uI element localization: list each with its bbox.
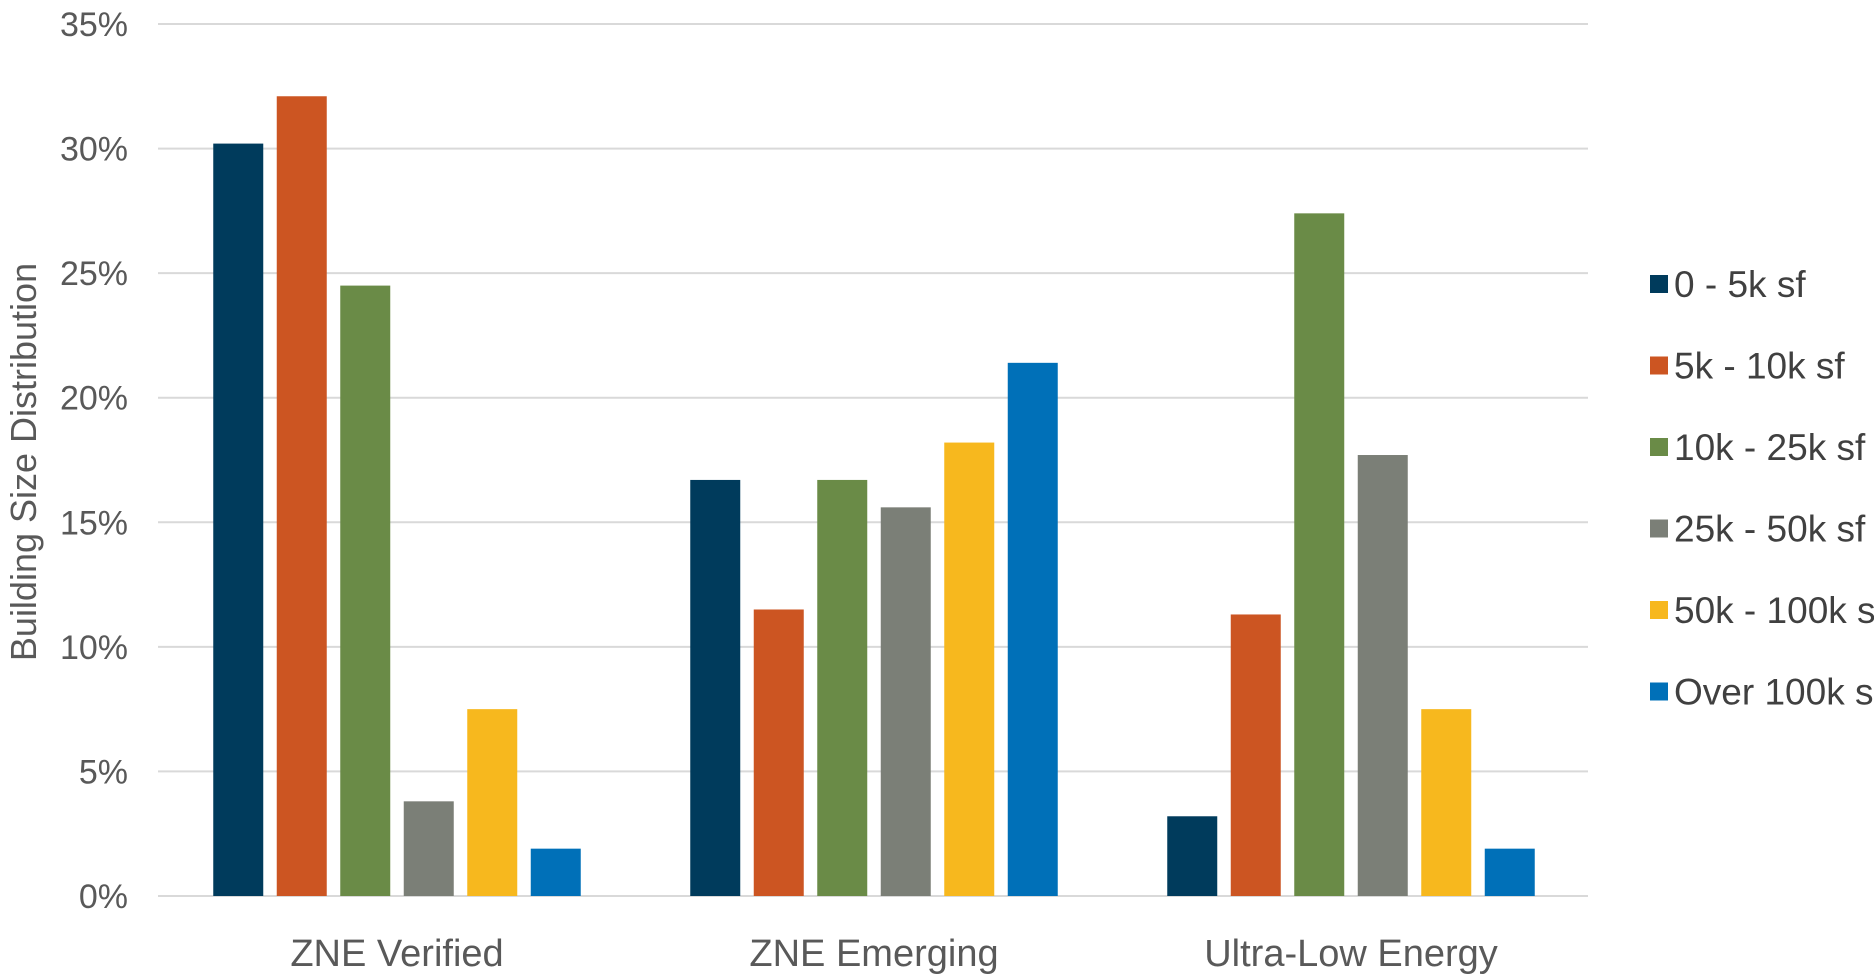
y-tick-label: 20% <box>60 380 128 418</box>
x-category-label: ZNE Emerging <box>749 933 998 975</box>
y-tick-label: 30% <box>60 131 128 169</box>
y-tick-label: 35% <box>60 6 128 44</box>
bar <box>880 507 931 896</box>
bar <box>1007 362 1058 896</box>
legend-entry: Over 100k sf <box>1674 672 1874 713</box>
y-tick-label: 25% <box>60 255 128 293</box>
bar <box>403 801 454 896</box>
bar <box>690 479 741 896</box>
bar <box>1167 816 1218 896</box>
y-axis-ticks: 0% 5% 10% 15% 20% 25% 30% 35% <box>60 6 128 916</box>
legend-entry: 10k - 25k sf <box>1674 427 1866 468</box>
y-tick-label: 5% <box>79 753 128 791</box>
x-category-label: ZNE Verified <box>290 933 503 975</box>
legend-swatch <box>1650 519 1668 538</box>
y-tick-label: 15% <box>60 504 128 542</box>
legend: 0 - 5k sf 5k - 10k sf 10k - 25k sf 25k - 50… <box>1650 264 1874 713</box>
bar <box>467 709 518 896</box>
bar <box>1294 213 1345 896</box>
bar <box>1484 848 1535 896</box>
bar <box>753 609 804 896</box>
x-axis-categories: ZNE Verified ZNE Emerging Ultra-Low Energy <box>290 933 1497 975</box>
bar <box>944 442 995 896</box>
legend-entry: 50k - 100k sf <box>1674 590 1874 631</box>
legend-entry: 0 - 5k sf <box>1674 264 1806 305</box>
legend-swatch <box>1650 356 1668 375</box>
bar <box>340 285 391 897</box>
y-axis-label: Building Size Distribution <box>3 263 44 661</box>
gridlines <box>158 23 1588 897</box>
bar <box>1421 709 1472 896</box>
y-tick-label: 10% <box>60 629 128 667</box>
legend-entry: 5k - 10k sf <box>1674 346 1845 387</box>
legend-swatch <box>1650 682 1668 701</box>
legend-swatch <box>1650 275 1668 293</box>
bar <box>530 848 581 896</box>
y-tick-label: 0% <box>79 878 128 916</box>
bars <box>213 96 1535 897</box>
bar <box>817 479 868 896</box>
bar <box>276 96 327 897</box>
legend-swatch <box>1650 438 1668 456</box>
bar <box>213 143 264 897</box>
x-category-label: Ultra-Low Energy <box>1204 933 1498 975</box>
legend-swatch <box>1650 601 1668 619</box>
bar <box>1230 614 1281 896</box>
legend-entry: 25k - 50k sf <box>1674 509 1866 550</box>
bar <box>1357 455 1408 896</box>
